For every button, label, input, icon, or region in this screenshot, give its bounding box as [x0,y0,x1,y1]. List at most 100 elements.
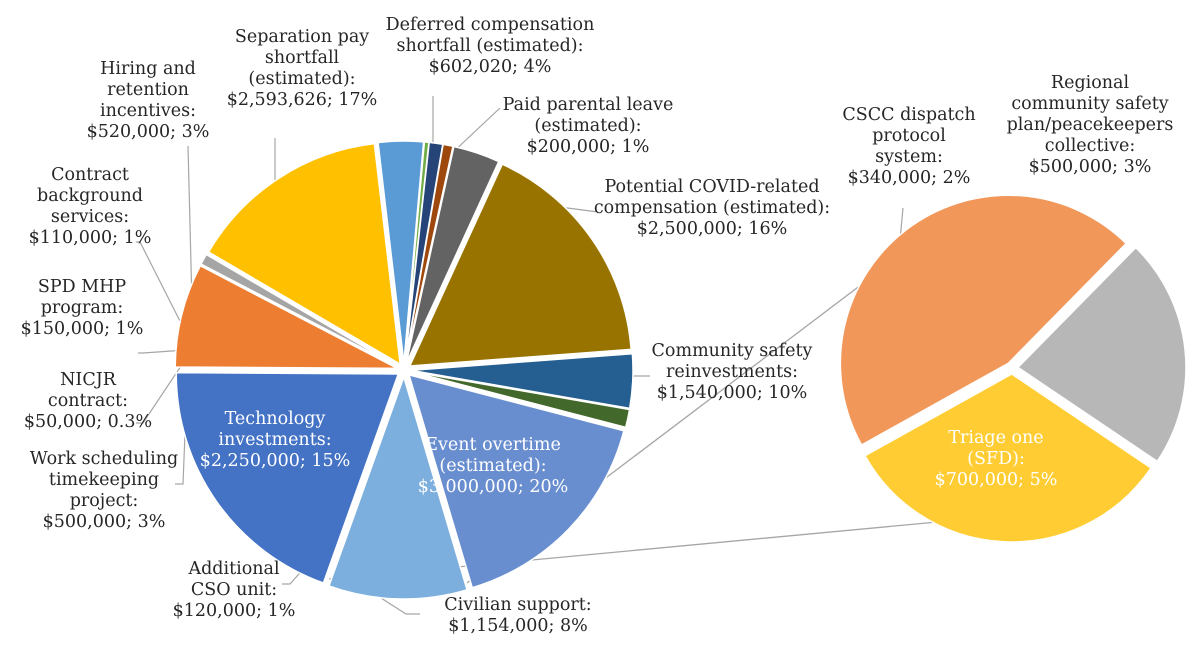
data-label-line: Hiring and [100,59,196,79]
secondary-label-cscc-dispatch-protocol-system: CSCC dispatch protocol system: $340,000; 2% [842,105,975,188]
leader-line-contract-background-services [136,241,187,334]
main-slice-separation-pay-shortfall-estimated [408,163,632,367]
main-slice-technology-investments [207,142,402,366]
main-label-civilian-support: Civilian support: $1,154,000; 8% [444,595,591,636]
data-label-text: Civilian support: $1,154,000; 8% [444,595,591,636]
data-label-line: $340,000; 2% [848,168,971,188]
secondary-slice-triage-one-sfd [839,194,1128,446]
main-slice-civilian-support [174,264,398,370]
leader-line-spd-mhp-program [138,349,187,354]
data-label-line: plan/peacekeepers [1007,115,1174,135]
data-label-line: (estimated): [534,116,641,136]
data-label-line: Triage one [948,428,1043,448]
data-label-line: $3,000,000; 20% [418,477,569,497]
main-slice-community-safety-reinvestments [327,374,468,600]
data-label-line: Deferred compensation [386,15,595,35]
data-label-line: background [37,186,143,206]
data-label-text: Regional community safety plan/peacekeeper… [1007,73,1174,177]
data-label-text: Separation pay shortfall (estimated): $2,59… [227,27,378,110]
data-label-line: Separation pay [235,27,369,47]
data-label-text: CSCC dispatch protocol system: $340,000; 2% [842,105,975,188]
main-label-separation-pay-shortfall-estimated: Separation pay shortfall (estimated): $2,59… [227,27,378,110]
main-label-paid-parental-leave-estimated: Paid parental leave (estimated): $200,000;… [503,95,674,157]
data-label-text: Work scheduling timekeeping project: $500,0… [30,449,178,532]
data-label-line: contract: [48,391,128,411]
data-label-line: $700,000; 5% [935,470,1058,490]
main-slice-event-overtime-estimated [175,371,400,584]
main-label-contract-background-services: Contract background services: $110,000; 1% [29,165,152,248]
data-label-line: $1,154,000; 8% [448,616,587,636]
data-label-line: $1,540,000; 10% [657,383,808,403]
data-label-line: collective: [1045,136,1135,156]
data-label-line: timekeeping [49,470,159,490]
data-label-line: Contract [51,165,129,185]
main-label-work-scheduling-timekeeping-project: Work scheduling timekeeping project: $500,0… [30,449,178,532]
main-label-deferred-compensation-shortfall-estimated: Deferred compensation shortfall (estimate… [386,15,595,77]
secondary-slice-regional-community-safety-plan-peacekeepers-collective [863,373,1153,543]
data-label-line: Paid parental leave [503,95,674,115]
data-label-text: Additional CSO unit: $120,000; 1% [173,559,296,621]
data-label-text: Community safety reinvestments: $1,540,000… [652,341,813,403]
data-label-line: (SFD): [967,449,1025,469]
data-label-line: investments: [218,430,331,450]
main-label-spd-mhp-program: SPD MHP program: $150,000; 1% [21,277,144,339]
main-slice-hiring-and-retention-incentives [405,145,500,364]
data-label-line: reinvestments: [666,362,798,382]
data-label-text: Potential COVID-related compensation (est… [594,177,830,239]
data-label-text: Contract background services: $110,000; 1% [29,165,152,248]
data-label-line: incentives: [100,101,196,121]
main-slice-paid-parental-leave-estimated [410,370,631,429]
main-label-nicjr-contract: NICJR contract: $50,000; 0.3% [24,370,152,432]
leader-line-nicjr-contract [136,359,186,424]
data-label-text: Hiring and retention incentives: $520,000; … [87,59,210,142]
data-label-line: Potential COVID-related [604,177,819,197]
data-label-line: $120,000; 1% [173,601,296,621]
data-label-line: services: [51,207,129,227]
data-label-line: protocol [872,126,946,146]
data-label-line: NICJR [60,370,117,390]
data-label-line: Event overtime [425,435,561,455]
secondary-label-regional-community-safety-plan-peacekeepers-collective: Regional community safety plan/peacekeeper… [1007,73,1174,177]
data-label-line: $2,500,000; 16% [637,219,788,239]
data-label-line: $110,000; 1% [29,228,152,248]
leader-line-hiring-and-retention-incentives [187,145,193,305]
data-label-text: Triage one (SFD): $700,000; 5% [935,428,1058,490]
main-label-additional-cso-unit: Additional CSO unit: $120,000; 1% [173,559,296,621]
data-label-line: Technology [225,409,326,429]
data-label-line: $200,000; 1% [527,137,650,157]
data-label-line: shortfall (estimated): [397,36,584,56]
data-label-line: program: [41,298,124,318]
main-slice-work-scheduling-timekeeping-project [377,140,425,364]
data-label-text: NICJR contract: $50,000; 0.3% [24,370,152,432]
main-label-technology-investments: Technology investments: $2,250,000; 15% [200,409,351,471]
main-label-potential-covid-related-compensation-estimated: Potential COVID-related compensation (est… [594,177,830,239]
secondary-pie [839,194,1187,543]
data-label-line: CSCC dispatch [842,105,975,125]
main-label-community-safety-reinvestments: Community safety reinvestments: $1,540,000… [652,341,813,403]
secondary-slice-cscc-dispatch-protocol-system [1016,246,1187,463]
data-label-line: project: [70,491,139,511]
data-label-line: $500,000; 3% [43,512,166,532]
main-slice-contract-background-services [404,143,454,364]
data-label-text: SPD MHP program: $150,000; 1% [21,277,144,339]
data-label-line: $2,593,626; 17% [227,90,378,110]
main-label-hiring-and-retention-incentives: Hiring and retention incentives: $520,000; … [87,59,210,142]
data-label-line: $150,000; 1% [21,319,144,339]
data-label-line: Community safety [652,341,813,361]
data-label-line: Regional [1051,73,1130,93]
data-label-line: Civilian support: [444,595,591,615]
data-label-line: retention [107,80,189,100]
main-slice-potential-covid-related-compensation-estimated [407,373,625,589]
data-label-line: system: [875,147,943,167]
data-label-text: Deferred compensation shortfall (estimate… [386,15,595,77]
data-label-line: shortfall [265,48,340,68]
data-label-line: community safety [1011,94,1168,114]
data-label-line: Additional [187,559,280,579]
data-labels: Deferred compensation shortfall (estimate… [21,15,1174,636]
data-label-line: $520,000; 3% [87,122,210,142]
data-label-text: Technology investments: $2,250,000; 15% [200,409,351,471]
data-label-line: Work scheduling [30,449,178,469]
data-label-line: SPD MHP [38,277,127,297]
data-label-line: $500,000; 3% [1029,157,1152,177]
main-pie [174,140,634,600]
